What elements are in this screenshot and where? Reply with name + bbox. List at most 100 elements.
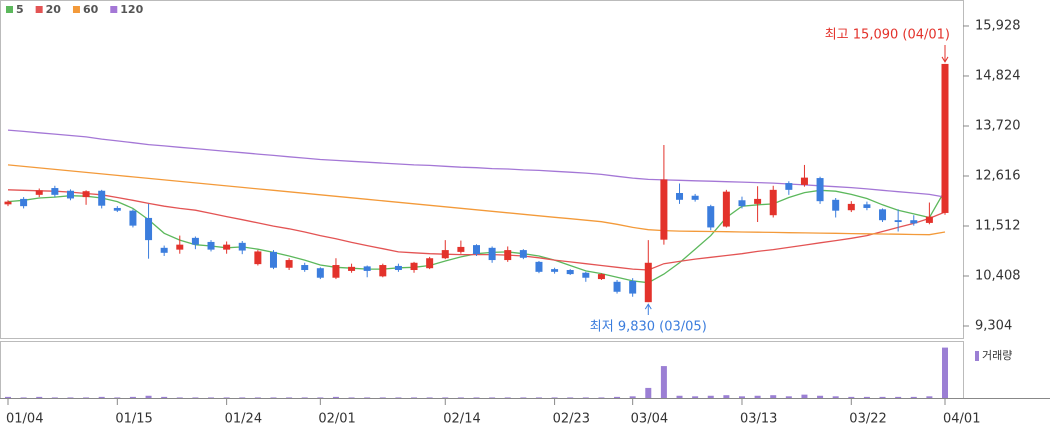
volume-bar xyxy=(910,396,917,398)
volume-bar xyxy=(83,397,90,398)
candle-body xyxy=(191,237,199,245)
volume-bar xyxy=(20,397,27,398)
volume-bar xyxy=(379,397,386,398)
candle-body xyxy=(691,195,699,200)
volume-bar xyxy=(364,397,371,398)
legend-swatch xyxy=(35,6,43,13)
candle-body xyxy=(35,190,43,195)
volume-bar xyxy=(738,396,745,398)
volume-bar xyxy=(770,395,777,398)
candle-body xyxy=(379,265,387,277)
ma-line xyxy=(7,164,946,236)
x-tick-label: 03/22 xyxy=(849,412,886,427)
candle-body xyxy=(910,220,918,224)
volume-bar xyxy=(754,395,761,398)
candle-body xyxy=(66,190,74,199)
volume-bar xyxy=(192,397,199,398)
volume-bar xyxy=(51,397,58,398)
volume-bar xyxy=(98,396,105,398)
volume-bar xyxy=(442,397,449,398)
high-arrowhead xyxy=(941,56,949,63)
candle-body xyxy=(457,246,465,252)
volume-bar xyxy=(817,395,824,398)
volume-bar xyxy=(692,396,699,398)
candle-body xyxy=(519,250,527,258)
volume-bar xyxy=(426,397,433,398)
y-tick-label: 13,720 xyxy=(975,118,1021,133)
candle-body xyxy=(863,204,871,208)
candle-body xyxy=(348,266,356,271)
volume-bar xyxy=(208,397,215,398)
volume-bar xyxy=(582,397,589,398)
volume-bar xyxy=(551,397,558,398)
volume-bar xyxy=(457,397,464,398)
candle-body xyxy=(769,189,777,216)
candle-body xyxy=(879,209,887,221)
volume-bar xyxy=(567,397,574,398)
candle-body xyxy=(800,177,808,185)
volume-bar xyxy=(348,397,355,398)
candle-body xyxy=(629,280,637,294)
volume-bar xyxy=(848,396,855,398)
candle-body xyxy=(941,63,949,213)
low-arrowhead xyxy=(644,303,652,310)
candle-body xyxy=(488,247,496,261)
volume-bar xyxy=(676,395,683,398)
volume-bar xyxy=(176,397,183,398)
volume-bar xyxy=(473,397,480,398)
legend-label: 120 xyxy=(120,3,143,16)
volume-bar xyxy=(145,395,152,398)
volume-bar xyxy=(286,397,293,398)
y-tick-label: 15,928 xyxy=(975,18,1021,33)
volume-bar xyxy=(36,396,43,398)
volume-bar xyxy=(504,397,511,398)
volume-bar xyxy=(785,396,792,398)
candle-body xyxy=(660,179,668,240)
candle-body xyxy=(925,216,933,223)
volume-bar xyxy=(660,366,667,398)
candle-body xyxy=(535,261,543,272)
volume-bar xyxy=(129,396,136,398)
legend-label: 5 xyxy=(16,3,24,16)
candle-body xyxy=(816,178,824,202)
candle-body xyxy=(785,183,793,190)
candle-body xyxy=(847,203,855,211)
volume-bar xyxy=(723,395,730,398)
volume-bar xyxy=(629,396,636,398)
volume-bar xyxy=(301,397,308,398)
volume-bar xyxy=(254,397,261,398)
candle-body xyxy=(254,251,262,265)
x-tick-label: 01/15 xyxy=(115,412,152,427)
volume-bar xyxy=(863,396,870,398)
volume-legend: 거래량 xyxy=(982,349,1012,362)
volume-bar xyxy=(411,397,418,398)
candle-body xyxy=(113,207,121,211)
candle-body xyxy=(441,250,449,259)
y-tick-label: 11,512 xyxy=(975,218,1021,233)
volume-bar xyxy=(895,396,902,398)
candle-body xyxy=(160,247,168,253)
x-tick-label: 02/23 xyxy=(553,412,590,427)
y-tick-label: 10,408 xyxy=(975,268,1021,283)
volume-bar xyxy=(67,397,74,398)
candle-body xyxy=(504,250,512,261)
x-tick-label: 02/14 xyxy=(443,412,480,427)
price-panel xyxy=(0,0,964,339)
low-annotation: 최저 9,830 (03/05) xyxy=(590,320,707,335)
candle-body xyxy=(82,191,90,198)
candle-body xyxy=(145,217,153,241)
candle-body xyxy=(566,270,574,275)
candle-body xyxy=(613,281,621,292)
candle-body xyxy=(176,244,184,250)
y-tick-label: 9,304 xyxy=(975,318,1012,333)
candle-body xyxy=(207,241,215,250)
candle-body xyxy=(4,201,12,205)
candle-body xyxy=(551,269,559,272)
volume-bar xyxy=(801,394,808,398)
candle-body xyxy=(285,260,293,268)
x-tick-label: 04/01 xyxy=(943,412,980,427)
candle-body xyxy=(676,193,684,200)
candle-body xyxy=(473,245,480,255)
candle-body xyxy=(98,190,106,206)
candle-body xyxy=(51,188,59,195)
